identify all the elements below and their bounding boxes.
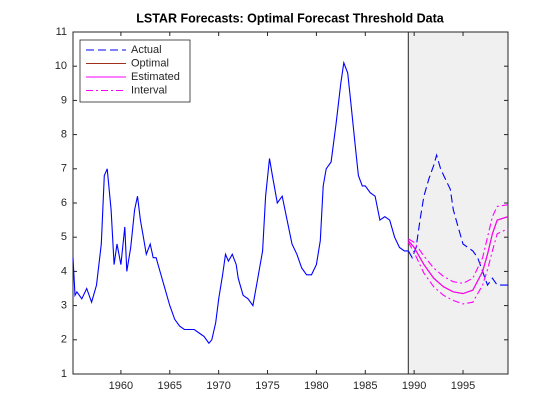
y-tick-label: 11 <box>56 26 67 38</box>
x-tick-label: 1980 <box>304 380 328 392</box>
y-tick-label: 4 <box>61 265 67 277</box>
y-tick-label: 2 <box>61 334 67 346</box>
y-tick-label: 7 <box>61 163 67 175</box>
y-tick-label: 3 <box>61 300 67 312</box>
forecast-region <box>407 31 509 375</box>
legend-label: Interval <box>131 84 167 96</box>
series-line <box>407 153 508 287</box>
y-tick-label: 1 <box>61 368 67 380</box>
series-line <box>407 216 509 295</box>
legend-label: Actual <box>131 44 162 56</box>
y-tick-label: 9 <box>61 94 67 106</box>
y-tick-label: 5 <box>61 231 67 243</box>
x-tick-label: 1975 <box>255 380 279 392</box>
y-tick-label: 8 <box>61 129 67 141</box>
x-tick-label: 1970 <box>206 380 230 392</box>
x-tick-label: 1990 <box>402 380 426 392</box>
y-tick-label: 6 <box>61 197 67 209</box>
legend-label: Estimated <box>131 71 180 83</box>
x-tick-label: 1960 <box>109 380 133 392</box>
x-tick-label: 1995 <box>451 380 475 392</box>
x-tick-label: 1965 <box>158 380 182 392</box>
legend-label: Optimal <box>131 57 169 69</box>
x-tick-label: 1985 <box>353 380 377 392</box>
y-tick-label: 10 <box>55 60 67 72</box>
series-line <box>72 60 409 345</box>
chart-title: LSTAR Forecasts: Optimal Forecast Thresh… <box>136 11 445 25</box>
series-line <box>407 228 509 305</box>
